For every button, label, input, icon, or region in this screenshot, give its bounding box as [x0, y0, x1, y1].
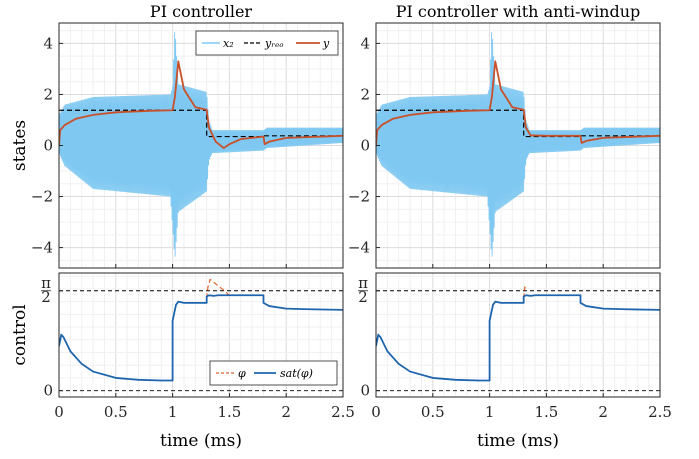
y-tick-label-pi: π — [358, 274, 368, 292]
y-tick-label: 2 — [43, 85, 53, 103]
y-tick-label: 4 — [360, 34, 370, 52]
y-tick-label-pi-half: π2 — [41, 274, 51, 306]
x-axis-label: time (ms) — [160, 431, 242, 451]
x-tick-label: 0 — [54, 403, 64, 421]
series-2-line — [59, 60, 343, 149]
x-tick-label: 0 — [371, 403, 381, 421]
y-tick-label: 0 — [43, 137, 53, 155]
x-tick-label: 2.5 — [648, 403, 672, 421]
y-tick-label: −2 — [348, 188, 370, 206]
x-tick-label: 2 — [598, 403, 608, 421]
y-tick-label: 0 — [360, 137, 370, 155]
axes-frame — [375, 272, 661, 398]
plot-area — [376, 273, 660, 397]
y-tick-label: −4 — [348, 239, 370, 257]
x-tick-label: 1 — [485, 403, 495, 421]
chart-panel-1: −4 −2 0 2 4 PI controller states x₂ yᵣₑₒ y — [10, 2, 344, 269]
legend-label: yᵣₑₒ — [264, 37, 284, 50]
series-group — [59, 278, 343, 382]
legend: φ sat(φ) — [209, 360, 338, 386]
x-tick-label: 2 — [281, 403, 291, 421]
y-tick-label-pi-half: π2 — [358, 274, 368, 306]
series-0-line — [376, 32, 660, 257]
series-group — [376, 286, 660, 382]
x-tick-label: 0.5 — [421, 403, 445, 421]
series-1-line — [59, 294, 343, 382]
axes-frame — [58, 272, 344, 398]
chart-panel-2: −4 −2 0 2 4 PI controller with anti-windup — [348, 2, 661, 269]
legend: x₂ yᵣₑₒ y — [195, 30, 339, 56]
chart-title: PI controller — [150, 2, 252, 21]
y-axis-label: control — [10, 304, 30, 365]
y-tick-label: 2 — [360, 85, 370, 103]
y-axis-label: states — [10, 120, 30, 171]
y-tick-label-two: 2 — [41, 288, 51, 306]
y-tick-label: −4 — [31, 239, 53, 257]
legend-label: sat(φ) — [280, 367, 313, 380]
series-2-line — [376, 60, 660, 146]
legend-label: x₂ — [223, 37, 234, 50]
chart-title: PI controller with anti-windup — [396, 2, 641, 21]
y-tick-label: 0 — [360, 382, 370, 400]
x-tick-label: 1.5 — [534, 403, 558, 421]
x-axis-label: time (ms) — [477, 431, 559, 451]
x-tick-label: 1.5 — [217, 403, 241, 421]
series-0-line — [59, 32, 343, 257]
series-0-line — [523, 286, 527, 299]
y-tick-label: 4 — [43, 34, 53, 52]
x-tick-label: 0.5 — [104, 403, 128, 421]
series-0-line — [206, 278, 230, 299]
legend-label: y — [322, 37, 330, 50]
series-group — [59, 32, 343, 257]
legend-label: φ — [238, 367, 246, 380]
y-tick-label: −2 — [31, 188, 53, 206]
series-group — [376, 32, 660, 257]
y-tick-label-two: 2 — [358, 288, 368, 306]
y-tick-label-pi: π — [41, 274, 51, 292]
y-tick-label: 0 — [43, 382, 53, 400]
series-1-line — [376, 294, 660, 382]
x-tick-label: 1 — [168, 403, 178, 421]
x-tick-label: 2.5 — [331, 403, 355, 421]
